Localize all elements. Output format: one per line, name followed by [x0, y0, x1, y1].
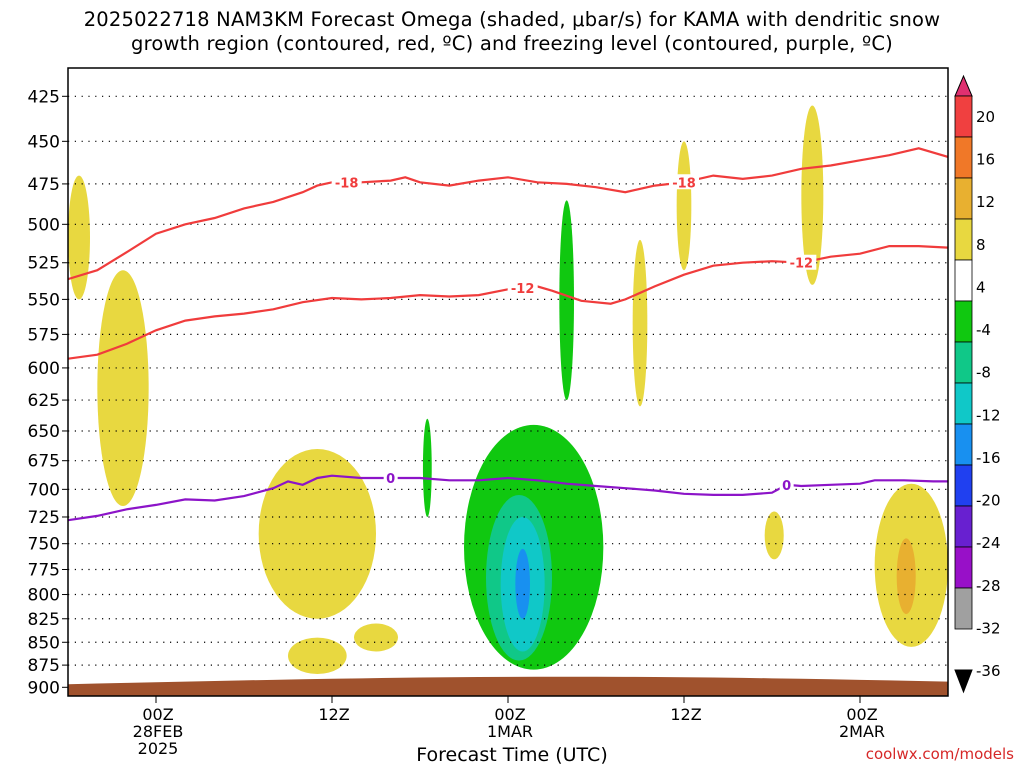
- contour-line: [68, 147, 948, 281]
- y-tick-label: 500: [28, 215, 60, 235]
- omega-shaded-regions: [68, 105, 948, 675]
- colorbar-segment: [954, 423, 973, 466]
- omega-region: [515, 548, 531, 619]
- omega-colorbar: 20 16 12 8 4 -4 -8 -12 -16 -20 -24 -28 -32 -36: [954, 74, 1001, 694]
- x-tick-label: 00Z: [846, 705, 877, 724]
- source-credit: coolwx.com/models: [865, 745, 1014, 763]
- colorbar-label: -8: [976, 364, 991, 382]
- omega-region: [422, 418, 432, 517]
- contour-label: -18: [335, 176, 359, 191]
- y-tick-label: 525: [28, 254, 60, 274]
- colorbar-segment: [954, 259, 973, 302]
- y-tick-label: 675: [28, 452, 60, 472]
- omega-region: [801, 105, 824, 285]
- colorbar-segment: [954, 382, 973, 425]
- x-tick-label: 2MAR: [839, 722, 885, 741]
- colorbar-label: 8: [976, 236, 986, 254]
- contour-label: -12: [511, 282, 535, 297]
- colorbar-segment: [954, 177, 973, 220]
- contour-label-bg: [786, 254, 817, 270]
- x-tick-label: 12Z: [318, 705, 349, 724]
- y-tick-label: 700: [28, 480, 60, 500]
- colorbar-label: -24: [976, 534, 1001, 552]
- y-tick-label: 750: [28, 535, 60, 555]
- omega-region: [559, 200, 575, 401]
- y-tick-label: 775: [28, 561, 60, 581]
- colorbar-segment: [954, 95, 973, 138]
- colorbar-label: -28: [976, 577, 1001, 595]
- colorbar-segment: [954, 464, 973, 507]
- contour-label: -18: [672, 176, 696, 191]
- omega-region: [97, 270, 149, 507]
- contour-label-bg: [383, 470, 398, 486]
- y-tick-label: 825: [28, 610, 60, 630]
- colorbar-segment: [954, 505, 973, 548]
- chart-title-line-2: growth region (contoured, red, ºC) and f…: [131, 32, 893, 55]
- pressure-axis: 425 450 475 500 525 550 575 600 625 650 675 700 725 7…: [28, 87, 68, 698]
- y-tick-label: 600: [28, 359, 60, 379]
- y-tick-label: 850: [28, 633, 60, 653]
- contour-line: [68, 474, 948, 522]
- colorbar-label: 12: [976, 193, 995, 211]
- colorbar-label: 16: [976, 151, 995, 169]
- contour-label: 0: [782, 479, 791, 494]
- contour-label-bg: [669, 174, 699, 190]
- terrain-ground: [68, 676, 948, 696]
- y-tick-label: 725: [28, 508, 60, 528]
- x-axis-title: Forecast Time (UTC): [416, 744, 608, 766]
- x-tick-label: 00Z: [142, 705, 173, 724]
- ground-fill: [68, 676, 948, 696]
- colorbar-label: -32: [976, 619, 1001, 637]
- y-tick-label: 875: [28, 656, 60, 676]
- y-tick-label: 450: [28, 132, 60, 152]
- contour-label-bg: [331, 174, 362, 190]
- colorbar-label: -36: [976, 662, 1001, 680]
- colorbar-label: 20: [976, 108, 995, 126]
- colorbar-segment: [954, 136, 973, 179]
- x-tick-label: 2025: [138, 739, 179, 758]
- y-tick-label: 425: [28, 87, 60, 107]
- colorbar-segment: [954, 546, 973, 589]
- y-tick-label: 800: [28, 586, 60, 606]
- y-tick-label: 625: [28, 391, 60, 411]
- omega-region: [258, 448, 377, 619]
- omega-region: [68, 175, 90, 300]
- colorbar-segment: [954, 300, 973, 343]
- x-tick-label: 1MAR: [487, 722, 533, 741]
- colorbar-label: -20: [976, 492, 1001, 510]
- temperature-contours: -18 -18 -12 -12 0 0: [68, 147, 948, 522]
- omega-region: [288, 637, 347, 675]
- contour-label-bg: [779, 476, 794, 492]
- colorbar-label: -16: [976, 449, 1001, 467]
- colorbar-segment: [954, 218, 973, 261]
- y-tick-label: 550: [28, 290, 60, 310]
- colorbar-label: -4: [976, 321, 991, 339]
- x-tick-label: 00Z: [494, 705, 525, 724]
- y-tick-label: 475: [28, 175, 60, 195]
- omega-region: [764, 511, 784, 560]
- colorbar-segment: [954, 587, 973, 630]
- omega-region: [354, 623, 398, 652]
- colorbar-label: -12: [976, 406, 1001, 424]
- contour-label-bg: [507, 279, 538, 295]
- omega-region: [676, 141, 692, 271]
- y-tick-label: 575: [28, 325, 60, 345]
- colorbar-label: 4: [976, 278, 986, 296]
- x-tick-label: 28FEB: [133, 722, 184, 741]
- colorbar-segment: [954, 341, 973, 384]
- contour-label: -12: [790, 257, 814, 272]
- omega-region: [632, 239, 648, 407]
- omega-region: [896, 538, 916, 614]
- y-tick-label: 650: [28, 422, 60, 442]
- colorbar-top-arrow: [954, 74, 973, 97]
- colorbar-bottom-arrow: [954, 669, 973, 694]
- chart-title-line-1: 2025022718 NAM3KM Forecast Omega (shaded…: [83, 8, 941, 31]
- x-tick-label: 12Z: [670, 705, 701, 724]
- y-tick-label: 900: [28, 678, 60, 698]
- contour-label: 0: [386, 472, 395, 487]
